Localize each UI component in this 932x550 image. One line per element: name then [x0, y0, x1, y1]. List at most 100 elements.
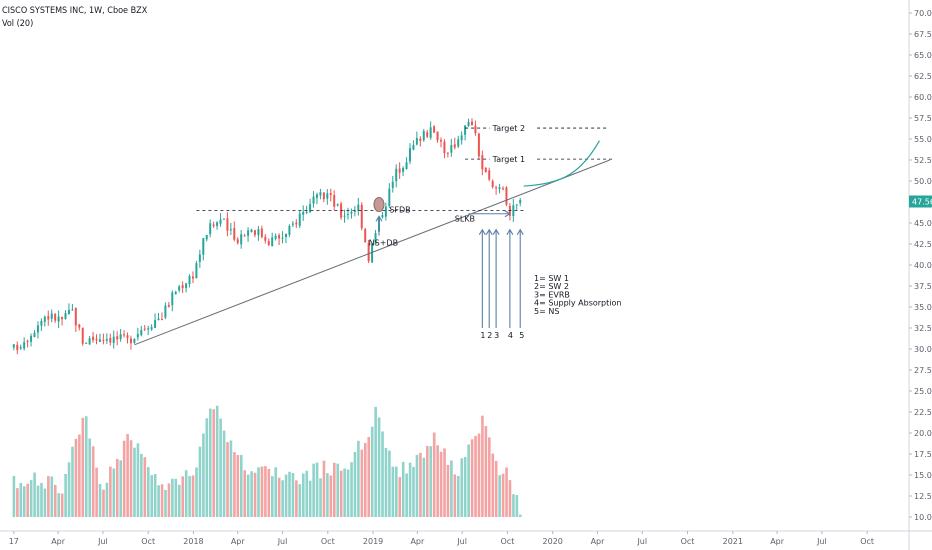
candle-body [74, 307, 77, 326]
volume-bar [29, 480, 33, 517]
candle-body [491, 181, 494, 187]
volume-bar [16, 488, 19, 517]
volume-bar [129, 440, 133, 517]
candle-body [350, 211, 353, 214]
volume-bar [364, 442, 367, 517]
volume-bar [388, 450, 391, 517]
candle-body [98, 339, 101, 342]
volume-bar [140, 453, 143, 517]
price-tick-label: 60.00 [914, 93, 932, 102]
candle-body [247, 230, 250, 236]
candle-body [209, 223, 212, 235]
volume-bar [205, 418, 209, 517]
volume-bar [415, 454, 419, 517]
volume-bar [432, 432, 436, 517]
candle-body [112, 336, 115, 343]
candle-body [333, 195, 336, 207]
candle-body [460, 135, 463, 141]
volume-bar [488, 437, 491, 517]
current-price-badge [909, 195, 932, 208]
candle-body [260, 228, 263, 238]
price-tick-label: 35.00 [914, 303, 932, 312]
volume-bar [236, 455, 240, 517]
signal-number-1: 1 [480, 331, 485, 340]
volume-bar [395, 466, 398, 517]
volume-bar [315, 462, 319, 517]
signal-arrow-3-head [492, 228, 500, 236]
candle-body [205, 234, 208, 240]
price-tick-label: 15.00 [914, 471, 932, 480]
time-tick-label: Oct [860, 537, 874, 546]
candle-body [212, 224, 215, 227]
current-price-value: 47.56 [912, 197, 932, 206]
time-tick-label: Oct [681, 537, 695, 546]
volume-bar [515, 495, 519, 517]
volume-bar [47, 476, 50, 517]
price-tick-label: 52.50 [914, 156, 932, 165]
candle-body [501, 188, 504, 190]
volume-bar [115, 458, 119, 517]
candle-body [464, 125, 467, 135]
volume-bar [308, 480, 312, 517]
candle-body [81, 327, 84, 344]
candle-body [415, 137, 418, 145]
candle-body [23, 342, 26, 349]
candle-body [181, 285, 184, 289]
projection-curve [523, 140, 600, 187]
candle-body [116, 336, 119, 340]
candle-body [488, 170, 491, 180]
drawings: Target 2 Target 1 SFDB NS+DB SLKB 1 2 3 4 5 1= SW … [134, 122, 621, 346]
candle-body [498, 187, 501, 190]
volume-bar [329, 475, 333, 517]
volume-bar [67, 462, 71, 517]
candle-body [470, 121, 473, 126]
time-tick-label: Oct [321, 537, 335, 546]
sfdb-marker [373, 197, 385, 213]
candle-body [446, 152, 449, 154]
candle-body [474, 125, 477, 134]
volume-bar [177, 484, 181, 517]
volume-bar [264, 466, 267, 517]
candle-body [364, 229, 367, 243]
time-tick-label: Apr [51, 537, 66, 546]
candle-body [315, 194, 318, 198]
volume-bar [353, 452, 357, 517]
volume-bar [119, 460, 123, 517]
price-tick-label: 55.00 [914, 135, 932, 144]
legend-line: 3= EVRB [534, 290, 570, 299]
volume-bar [91, 446, 95, 517]
support-trendline [134, 159, 610, 346]
volume-bar [439, 451, 443, 517]
volume-bar [174, 478, 178, 517]
volume-bar [98, 483, 102, 517]
volume-bar [312, 463, 315, 517]
volume-bar [301, 473, 305, 517]
volume-bar [288, 471, 291, 517]
candle-body [291, 223, 294, 225]
legend-line: 2= SW 2 [534, 282, 569, 291]
volume-bar [198, 446, 202, 517]
candle-body [54, 314, 57, 321]
volume-bar [246, 474, 250, 517]
candle-body [64, 313, 67, 320]
volume-bar [391, 466, 395, 517]
candle-body [216, 222, 219, 227]
candle-body [343, 215, 346, 217]
volume-bar [377, 417, 381, 517]
volume-bar [336, 463, 340, 517]
candle-body [160, 319, 163, 321]
candle-body [519, 199, 522, 204]
candle-body [505, 187, 508, 205]
volume-bar [463, 456, 467, 517]
candle-body [198, 254, 201, 262]
volume-bar [508, 480, 512, 517]
volume-bar [71, 446, 74, 517]
volume-bar [229, 440, 233, 517]
candle-body [57, 316, 60, 322]
volume-bar [19, 482, 23, 517]
candle-body [71, 309, 74, 311]
candle-body [243, 235, 246, 237]
candle-body [329, 193, 332, 195]
volume-bar [274, 467, 278, 517]
